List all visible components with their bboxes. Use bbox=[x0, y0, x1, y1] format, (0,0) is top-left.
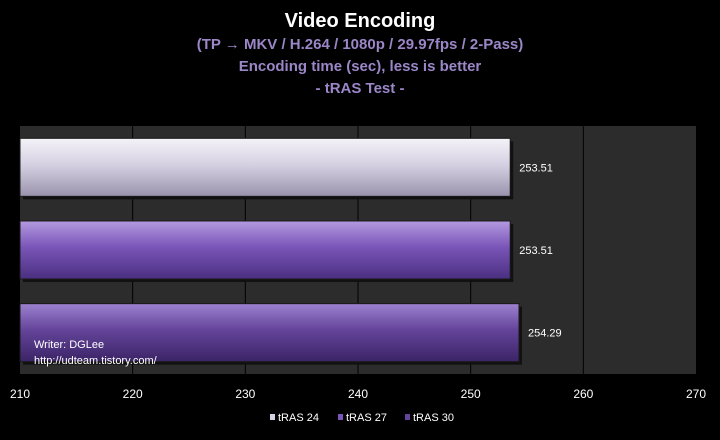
bar-tras-30 bbox=[19, 303, 520, 363]
x-tick-label: 210 bbox=[10, 387, 30, 401]
annotation-writer: Writer: DGLee bbox=[34, 339, 104, 351]
chart-subtitle-1: (TP → MKV / H.264 / 1080p / 29.97fps / 2… bbox=[196, 36, 524, 53]
x-tick-label: 230 bbox=[235, 387, 255, 401]
legend-label: tRAS 30 bbox=[413, 412, 454, 424]
x-tick-label: 240 bbox=[348, 387, 368, 401]
bars: 253.51 253.51 254.29 bbox=[19, 137, 562, 365]
legend: tRAS 24 tRAS 27 tRAS 30 bbox=[270, 412, 454, 424]
x-axis-ticks: 210 220 230 240 250 260 270 bbox=[10, 387, 706, 401]
annotation-url: http://udteam.tistory.com/ bbox=[34, 355, 158, 367]
data-label: 253.51 bbox=[519, 245, 553, 257]
x-tick-label: 270 bbox=[686, 387, 706, 401]
chart-subtitle-2: Encoding time (sec), less is better bbox=[238, 58, 482, 75]
chart-subtitle-3: - tRAS Test - bbox=[315, 80, 405, 97]
x-tick-label: 220 bbox=[123, 387, 143, 401]
data-label: 254.29 bbox=[528, 328, 562, 340]
x-tick-label: 250 bbox=[461, 387, 481, 401]
legend-label: tRAS 24 bbox=[278, 412, 319, 424]
legend-label: tRAS 27 bbox=[346, 412, 387, 424]
legend-swatch bbox=[338, 414, 343, 420]
bar-tras-27 bbox=[19, 220, 511, 280]
chart-title: Video Encoding bbox=[284, 10, 436, 32]
x-tick-label: 260 bbox=[573, 387, 593, 401]
data-label: 253.51 bbox=[519, 162, 553, 174]
legend-swatch bbox=[270, 414, 275, 420]
bar-tras-24 bbox=[19, 137, 511, 197]
chart-titles: Video Encoding (TP → MKV / H.264 / 1080p… bbox=[0, 8, 720, 100]
legend-swatch bbox=[405, 414, 410, 420]
